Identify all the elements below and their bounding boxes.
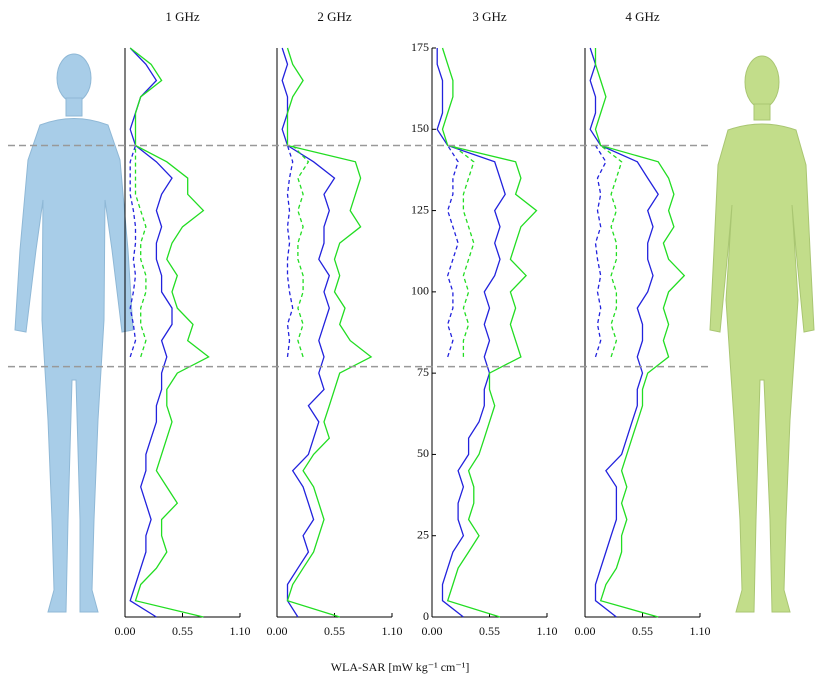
sar-line bbox=[590, 48, 658, 617]
panel-title: 3 GHz bbox=[472, 9, 507, 24]
sar-line bbox=[130, 48, 172, 617]
sar-line bbox=[130, 48, 208, 617]
sar-line bbox=[596, 48, 685, 617]
panel-title: 2 GHz bbox=[317, 9, 352, 24]
y-tick-label: 125 bbox=[411, 202, 429, 216]
x-tick-label: 0.00 bbox=[267, 624, 288, 638]
female-body bbox=[710, 56, 814, 612]
sar-line bbox=[453, 146, 474, 357]
x-tick-label: 0.55 bbox=[172, 624, 193, 638]
panel-title: 4 GHz bbox=[625, 9, 660, 24]
x-tick-label: 0.00 bbox=[575, 624, 596, 638]
panel-title: 1 GHz bbox=[165, 9, 200, 24]
y-tick-label: 25 bbox=[417, 527, 429, 541]
x-tick-label: 0.55 bbox=[479, 624, 500, 638]
sar-line bbox=[293, 146, 309, 357]
x-tick-label: 0.00 bbox=[115, 624, 136, 638]
x-tick-label: 1.10 bbox=[382, 624, 403, 638]
x-tick-label: 1.10 bbox=[537, 624, 558, 638]
sar-line bbox=[601, 146, 622, 357]
sar-line bbox=[288, 146, 293, 357]
x-tick-label: 1.10 bbox=[690, 624, 711, 638]
y-tick-label: 50 bbox=[417, 446, 429, 460]
y-tick-label: 0 bbox=[423, 609, 429, 623]
x-tick-label: 0.00 bbox=[422, 624, 443, 638]
sar-line bbox=[448, 146, 458, 357]
y-tick-label: 175 bbox=[411, 40, 429, 54]
x-tick-label: 0.55 bbox=[632, 624, 653, 638]
x-tick-label: 0.55 bbox=[324, 624, 345, 638]
page: WLA-SAR [mW kg⁻¹ cm⁻¹] 1 GHz 0.00 0.55 1.10… bbox=[0, 0, 819, 684]
x-tick-label: 1.10 bbox=[230, 624, 251, 638]
sar-line bbox=[596, 146, 606, 357]
male-body bbox=[15, 54, 133, 612]
sar-line bbox=[136, 146, 146, 357]
sar-line bbox=[443, 48, 537, 617]
y-tick-label: 100 bbox=[411, 284, 429, 298]
y-tick-label: 150 bbox=[411, 121, 429, 135]
sar-line bbox=[437, 48, 505, 617]
sar-line bbox=[288, 48, 372, 617]
x-axis-label: WLA-SAR [mW kg⁻¹ cm⁻¹] bbox=[331, 660, 470, 674]
figure: WLA-SAR [mW kg⁻¹ cm⁻¹] 1 GHz 0.00 0.55 1.10… bbox=[0, 0, 819, 684]
sar-line bbox=[282, 48, 334, 617]
